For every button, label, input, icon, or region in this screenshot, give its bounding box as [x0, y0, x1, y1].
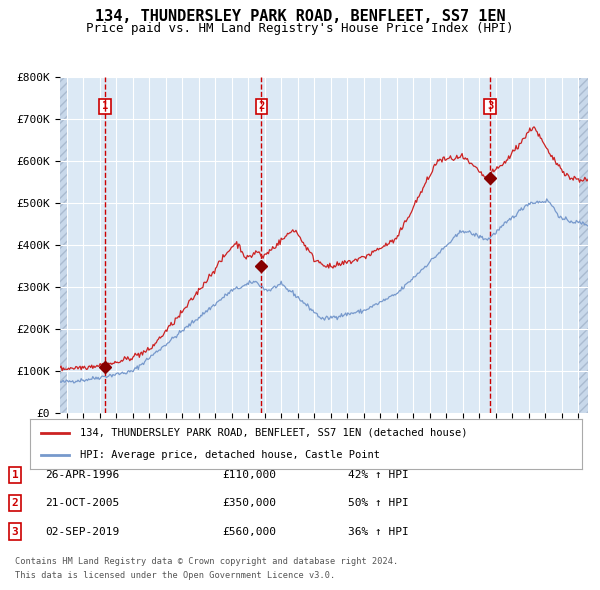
Text: £560,000: £560,000 — [222, 527, 276, 536]
Text: 134, THUNDERSLEY PARK ROAD, BENFLEET, SS7 1EN (detached house): 134, THUNDERSLEY PARK ROAD, BENFLEET, SS… — [80, 428, 467, 438]
Text: 3: 3 — [487, 101, 493, 111]
Text: 1: 1 — [102, 101, 108, 111]
Text: 134, THUNDERSLEY PARK ROAD, BENFLEET, SS7 1EN: 134, THUNDERSLEY PARK ROAD, BENFLEET, SS… — [95, 9, 505, 24]
Text: This data is licensed under the Open Government Licence v3.0.: This data is licensed under the Open Gov… — [15, 571, 335, 580]
Text: Price paid vs. HM Land Registry's House Price Index (HPI): Price paid vs. HM Land Registry's House … — [86, 22, 514, 35]
Text: 42% ↑ HPI: 42% ↑ HPI — [348, 470, 409, 480]
Bar — [60, 77, 67, 413]
Text: 36% ↑ HPI: 36% ↑ HPI — [348, 527, 409, 536]
Text: 21-OCT-2005: 21-OCT-2005 — [45, 499, 119, 508]
Bar — [578, 77, 588, 413]
Text: 3: 3 — [11, 527, 19, 536]
Text: 02-SEP-2019: 02-SEP-2019 — [45, 527, 119, 536]
Text: 2: 2 — [258, 101, 265, 111]
Text: 1: 1 — [11, 470, 19, 480]
Text: £350,000: £350,000 — [222, 499, 276, 508]
Text: 26-APR-1996: 26-APR-1996 — [45, 470, 119, 480]
Text: Contains HM Land Registry data © Crown copyright and database right 2024.: Contains HM Land Registry data © Crown c… — [15, 557, 398, 566]
Text: HPI: Average price, detached house, Castle Point: HPI: Average price, detached house, Cast… — [80, 450, 380, 460]
Text: 50% ↑ HPI: 50% ↑ HPI — [348, 499, 409, 508]
Text: £110,000: £110,000 — [222, 470, 276, 480]
Text: 2: 2 — [11, 499, 19, 508]
